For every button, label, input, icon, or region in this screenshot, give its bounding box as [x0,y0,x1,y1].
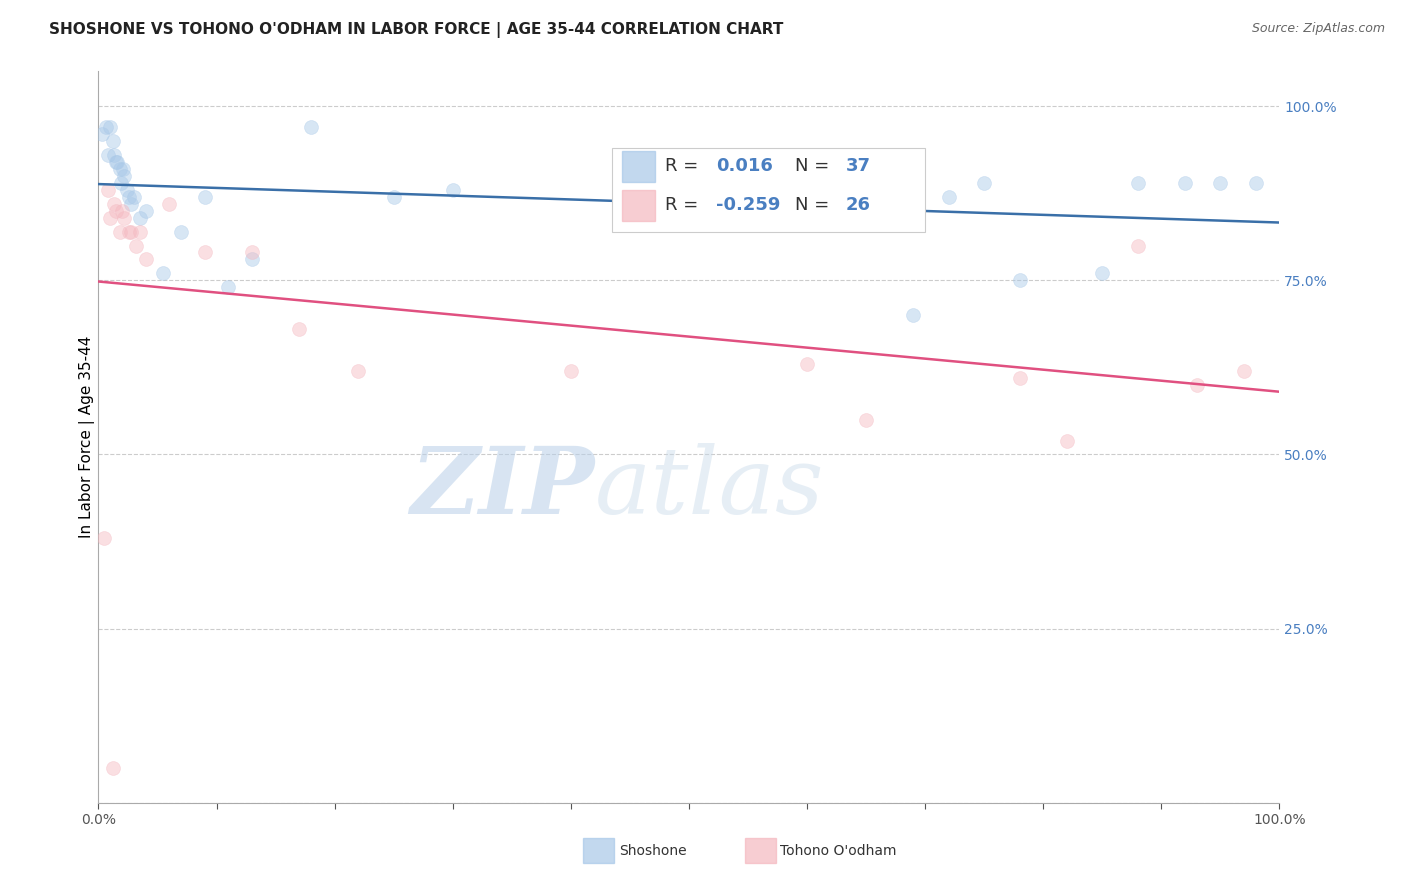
Text: ZIP: ZIP [411,443,595,533]
Point [1056,434,1078,448]
FancyBboxPatch shape [621,151,655,182]
Point [93,531,115,545]
Point [441,183,464,197]
FancyBboxPatch shape [612,148,925,232]
Point [240,245,263,260]
Point [973,176,995,190]
Text: R =: R = [665,158,704,176]
Point [1008,273,1031,287]
Point [1091,266,1114,280]
Point [938,190,960,204]
Point [98,211,121,225]
Point [1244,176,1267,190]
Point [112,211,135,225]
Point [125,238,148,252]
FancyBboxPatch shape [621,190,655,220]
Text: atlas: atlas [595,443,824,533]
Point [101,761,124,775]
Point [299,120,322,134]
Point [1174,176,1197,190]
Point [103,196,125,211]
Point [796,357,818,371]
Text: 0.016: 0.016 [716,158,773,176]
Text: 37: 37 [846,158,872,176]
Point [855,183,877,197]
Point [157,196,180,211]
Point [1008,371,1031,385]
Point [121,225,143,239]
Point [105,203,128,218]
Text: 26: 26 [846,196,872,214]
Point [135,252,157,267]
Point [194,190,217,204]
Point [1126,176,1149,190]
Point [108,225,131,239]
Point [110,176,132,190]
Point [112,169,135,183]
Point [135,203,157,218]
Point [105,155,128,169]
Point [560,364,582,378]
Point [112,161,135,176]
Point [122,190,145,204]
Point [91,127,114,141]
Point [94,120,117,134]
Text: Source: ZipAtlas.com: Source: ZipAtlas.com [1251,22,1385,36]
Point [103,148,125,162]
Text: N =: N = [796,196,835,214]
Point [1185,377,1208,392]
Point [118,190,141,204]
Point [101,134,124,148]
Point [128,211,150,225]
Point [194,245,217,260]
Point [288,322,311,336]
Point [152,266,174,280]
Point [105,155,128,169]
Text: -0.259: -0.259 [716,196,780,214]
Text: Tohono O'odham: Tohono O'odham [780,844,897,858]
Text: Shoshone: Shoshone [619,844,686,858]
Point [128,225,150,239]
Point [855,412,877,426]
Y-axis label: In Labor Force | Age 35-44: In Labor Force | Age 35-44 [79,336,96,538]
Point [1209,176,1232,190]
Point [98,120,121,134]
Point [108,161,131,176]
Point [1233,364,1256,378]
Point [217,280,239,294]
Point [111,203,134,218]
Point [347,364,370,378]
Text: N =: N = [796,158,835,176]
Point [115,183,138,197]
Point [678,190,700,204]
Point [121,196,143,211]
Point [97,183,120,197]
Text: R =: R = [665,196,704,214]
Point [118,225,141,239]
Text: SHOSHONE VS TOHONO O'ODHAM IN LABOR FORCE | AGE 35-44 CORRELATION CHART: SHOSHONE VS TOHONO O'ODHAM IN LABOR FORC… [49,22,783,38]
Point [903,308,925,322]
Point [97,148,120,162]
Point [240,252,263,267]
Point [1126,238,1149,252]
Point [170,225,193,239]
Point [382,190,405,204]
